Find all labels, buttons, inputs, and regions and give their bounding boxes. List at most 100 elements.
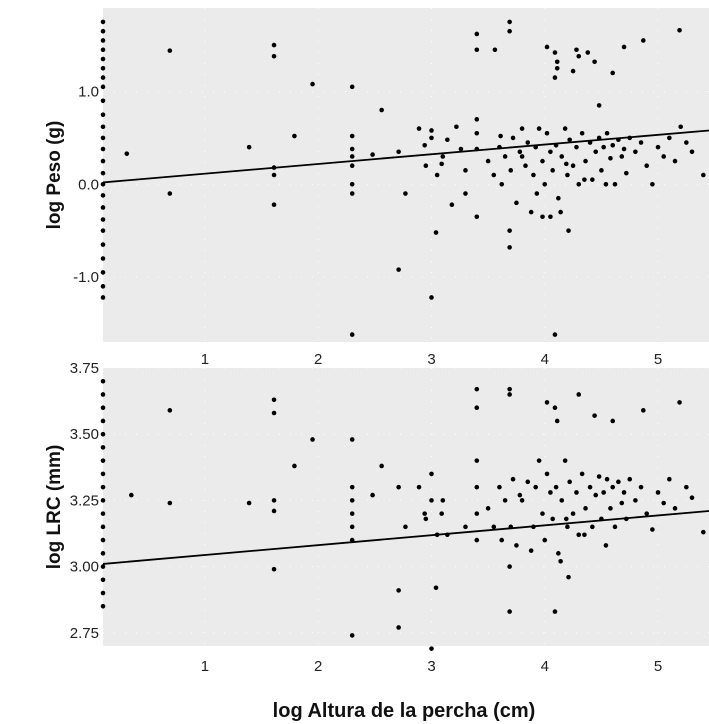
data-point	[554, 66, 560, 71]
data-point	[429, 471, 434, 477]
data-point	[610, 143, 616, 148]
data-point	[100, 242, 106, 247]
data-point	[167, 48, 173, 53]
data-point	[519, 154, 525, 159]
data-point	[593, 492, 599, 498]
data-point	[528, 548, 534, 553]
data-point	[540, 158, 545, 164]
data-point	[403, 191, 408, 196]
data-point	[567, 137, 572, 143]
data-point	[370, 152, 375, 157]
data-point	[100, 135, 106, 141]
data-point	[677, 400, 682, 405]
data-point	[379, 107, 384, 113]
data-point	[689, 149, 695, 155]
data-point	[429, 128, 434, 133]
data-point	[548, 490, 553, 495]
gridlines-weight	[103, 8, 709, 342]
data-point	[271, 202, 277, 207]
data-point	[439, 161, 444, 167]
data-point	[433, 585, 439, 591]
data-point	[491, 524, 497, 530]
data-point	[507, 386, 512, 392]
data-point	[100, 124, 106, 130]
data-point	[684, 484, 689, 490]
data-point	[100, 158, 106, 164]
x-ticks-lrc: 1 2 3 4 5	[201, 658, 662, 675]
data-point	[528, 209, 534, 215]
data-point	[684, 140, 689, 145]
data-point	[100, 405, 106, 411]
data-point	[474, 130, 480, 136]
data-point	[474, 484, 480, 490]
plot-area-weight	[103, 8, 709, 342]
data-point	[701, 172, 706, 178]
data-point	[498, 133, 503, 139]
y-tick-label: 0.0	[78, 176, 99, 193]
data-point	[552, 405, 558, 411]
data-point	[519, 126, 525, 131]
data-point	[562, 126, 568, 131]
data-point	[502, 154, 508, 159]
y-tick-label: 3.00	[70, 559, 99, 576]
data-point	[601, 144, 606, 150]
data-point	[650, 527, 655, 532]
data-point	[474, 31, 480, 37]
data-point	[463, 191, 468, 196]
data-point	[474, 405, 480, 411]
data-point	[507, 245, 512, 250]
data-point	[100, 471, 106, 477]
data-point	[349, 146, 355, 152]
data-point	[552, 50, 558, 55]
data-point	[422, 511, 427, 516]
data-point	[292, 463, 297, 469]
data-point	[558, 209, 563, 215]
data-point	[349, 154, 355, 159]
data-point	[167, 500, 173, 506]
data-point	[396, 267, 401, 272]
data-point	[592, 413, 597, 418]
data-point	[644, 163, 650, 169]
data-point	[542, 181, 548, 187]
data-point	[519, 498, 525, 503]
data-point	[507, 228, 512, 233]
data-point	[492, 47, 498, 53]
data-point	[603, 181, 609, 187]
data-point	[100, 193, 106, 198]
regression-line-lrc	[102, 510, 709, 565]
data-point	[608, 506, 613, 511]
data-point	[610, 70, 616, 76]
y-ticks-weight: -1.0 0.0 1.0	[73, 84, 99, 287]
data-point	[556, 195, 561, 201]
data-point	[612, 524, 618, 530]
y-axis-label-lrc: log LRC (mm)	[44, 445, 65, 570]
data-point	[641, 38, 646, 43]
data-point	[100, 431, 106, 437]
data-point	[429, 295, 434, 300]
data-point	[661, 154, 666, 159]
data-point	[593, 149, 599, 155]
data-point	[100, 590, 106, 596]
data-point	[246, 500, 252, 506]
data-point	[310, 437, 315, 442]
data-point	[497, 484, 502, 490]
data-point	[100, 205, 106, 210]
data-point	[553, 484, 559, 490]
data-point	[540, 214, 545, 220]
data-point	[556, 551, 561, 556]
gridlines-lrc	[103, 367, 709, 646]
data-point	[271, 566, 277, 572]
data-point	[576, 181, 582, 187]
data-point	[574, 490, 579, 495]
data-point	[100, 284, 106, 289]
data-point	[439, 511, 444, 516]
data-point	[100, 19, 106, 25]
data-point	[349, 163, 355, 169]
data-point	[449, 202, 455, 207]
data-point	[100, 56, 106, 62]
data-point	[423, 163, 429, 169]
data-point	[604, 476, 610, 482]
data-point	[422, 143, 427, 148]
data-point	[485, 506, 491, 511]
data-point	[610, 484, 616, 490]
